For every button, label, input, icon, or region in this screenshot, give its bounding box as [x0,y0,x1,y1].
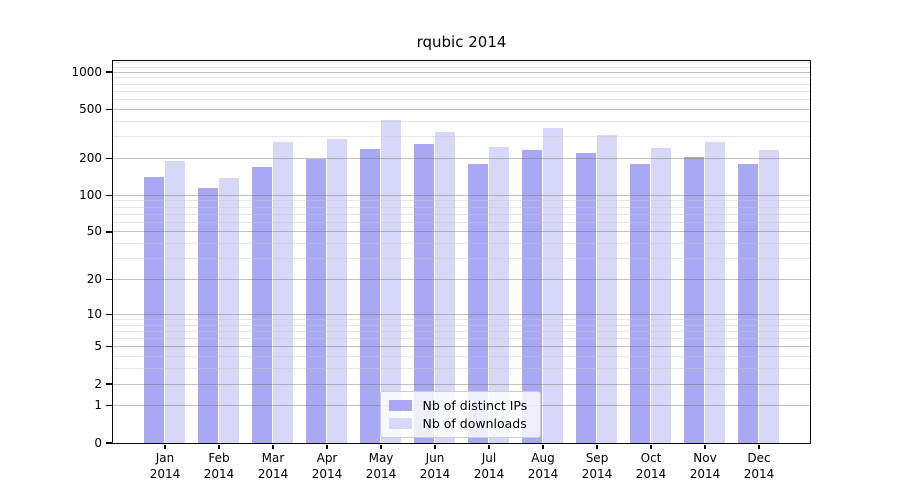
bar-downloads-nov [704,142,725,443]
x-tick-jan [164,444,166,449]
bar-ips-jul [467,163,488,443]
y-tick-label-50: 50 [86,224,102,239]
x-tick-label-nov: Nov 2014 [689,451,721,481]
bar-ips-dec [737,164,758,443]
bar-downloads-may [380,119,401,443]
bar-downloads-oct [650,148,671,443]
bar-ips-sep [575,153,596,443]
bar-downloads-dec [758,150,779,443]
x-tick-label-feb: Feb 2014 [203,451,235,481]
bar-ips-apr [305,159,326,443]
x-tick-label-jul: Jul 2014 [473,451,505,481]
bar-ips-mar [251,166,272,443]
x-tick-aug [542,444,544,449]
bar-ips-may [359,148,380,443]
x-tick-jun [434,444,436,449]
legend-item-downloads: Nb of downloads [388,415,528,431]
y-tick-200 [105,157,112,159]
bar-downloads-aug [542,128,563,443]
y-tick-label-20: 20 [86,272,102,287]
y-tick-label-500: 500 [79,101,102,116]
bar-ips-feb [197,188,218,443]
y-tick-label-0: 0 [94,435,102,450]
y-tick-label-1000: 1000 [71,64,102,79]
x-tick-label-oct: Oct 2014 [635,451,667,481]
bar-downloads-mar [272,141,293,443]
legend-swatch-downloads [388,417,412,429]
x-tick-label-jun: Jun 2014 [419,451,451,481]
plot-area: Nb of distinct IPs Nb of downloads [111,59,811,444]
bar-downloads-jan [164,161,185,443]
legend: Nb of distinct IPs Nb of downloads [379,390,542,438]
x-tick-oct [650,444,652,449]
y-tick-2 [105,383,112,385]
bar-downloads-sep [596,135,617,443]
x-tick-dec [758,444,760,449]
x-tick-label-may: May 2014 [365,451,397,481]
bar-downloads-feb [218,177,239,443]
bar-downloads-jul [488,146,509,443]
y-tick-label-2: 2 [94,376,102,391]
y-tick-label-100: 100 [79,187,102,202]
y-tick-5 [105,346,112,348]
x-tick-mar [272,444,274,449]
y-tick-1000 [105,71,112,73]
x-tick-may [380,444,382,449]
x-tick-label-sep: Sep 2014 [581,451,613,481]
bar-ips-jun [413,144,434,443]
bar-ips-aug [521,149,542,443]
y-tick-label-1: 1 [94,398,102,413]
bars-layer [113,61,810,443]
y-tick-1 [105,405,112,407]
legend-item-distinct-ips: Nb of distinct IPs [388,397,528,413]
x-tick-sep [596,444,598,449]
y-tick-20 [105,278,112,281]
x-tick-label-mar: Mar 2014 [257,451,289,481]
y-tick-50 [105,231,112,233]
y-tick-10 [105,313,112,315]
chart-title: rqubic 2014 [416,33,507,51]
y-tick-label-200: 200 [79,150,102,165]
bar-ips-oct [629,163,650,443]
legend-swatch-distinct-ips [388,399,412,411]
y-tick-label-5: 5 [94,339,102,354]
y-tick-100 [105,194,112,196]
legend-label-downloads: Nb of downloads [422,415,527,431]
bar-ips-nov [683,157,704,443]
x-tick-jul [488,444,490,449]
x-tick-nov [704,444,706,449]
bar-downloads-jun [434,132,455,443]
x-tick-label-aug: Aug 2014 [527,451,559,481]
bar-downloads-apr [326,139,347,443]
x-tick-apr [326,444,328,449]
y-tick-0 [105,442,112,444]
y-tick-500 [105,108,112,110]
x-tick-label-apr: Apr 2014 [311,451,343,481]
x-tick-feb [218,444,220,449]
x-tick-label-dec: Dec 2014 [743,451,775,481]
x-tick-label-jan: Jan 2014 [149,451,181,481]
bar-ips-jan [143,176,164,443]
legend-label-distinct-ips: Nb of distinct IPs [422,397,528,413]
y-tick-label-10: 10 [86,306,102,321]
